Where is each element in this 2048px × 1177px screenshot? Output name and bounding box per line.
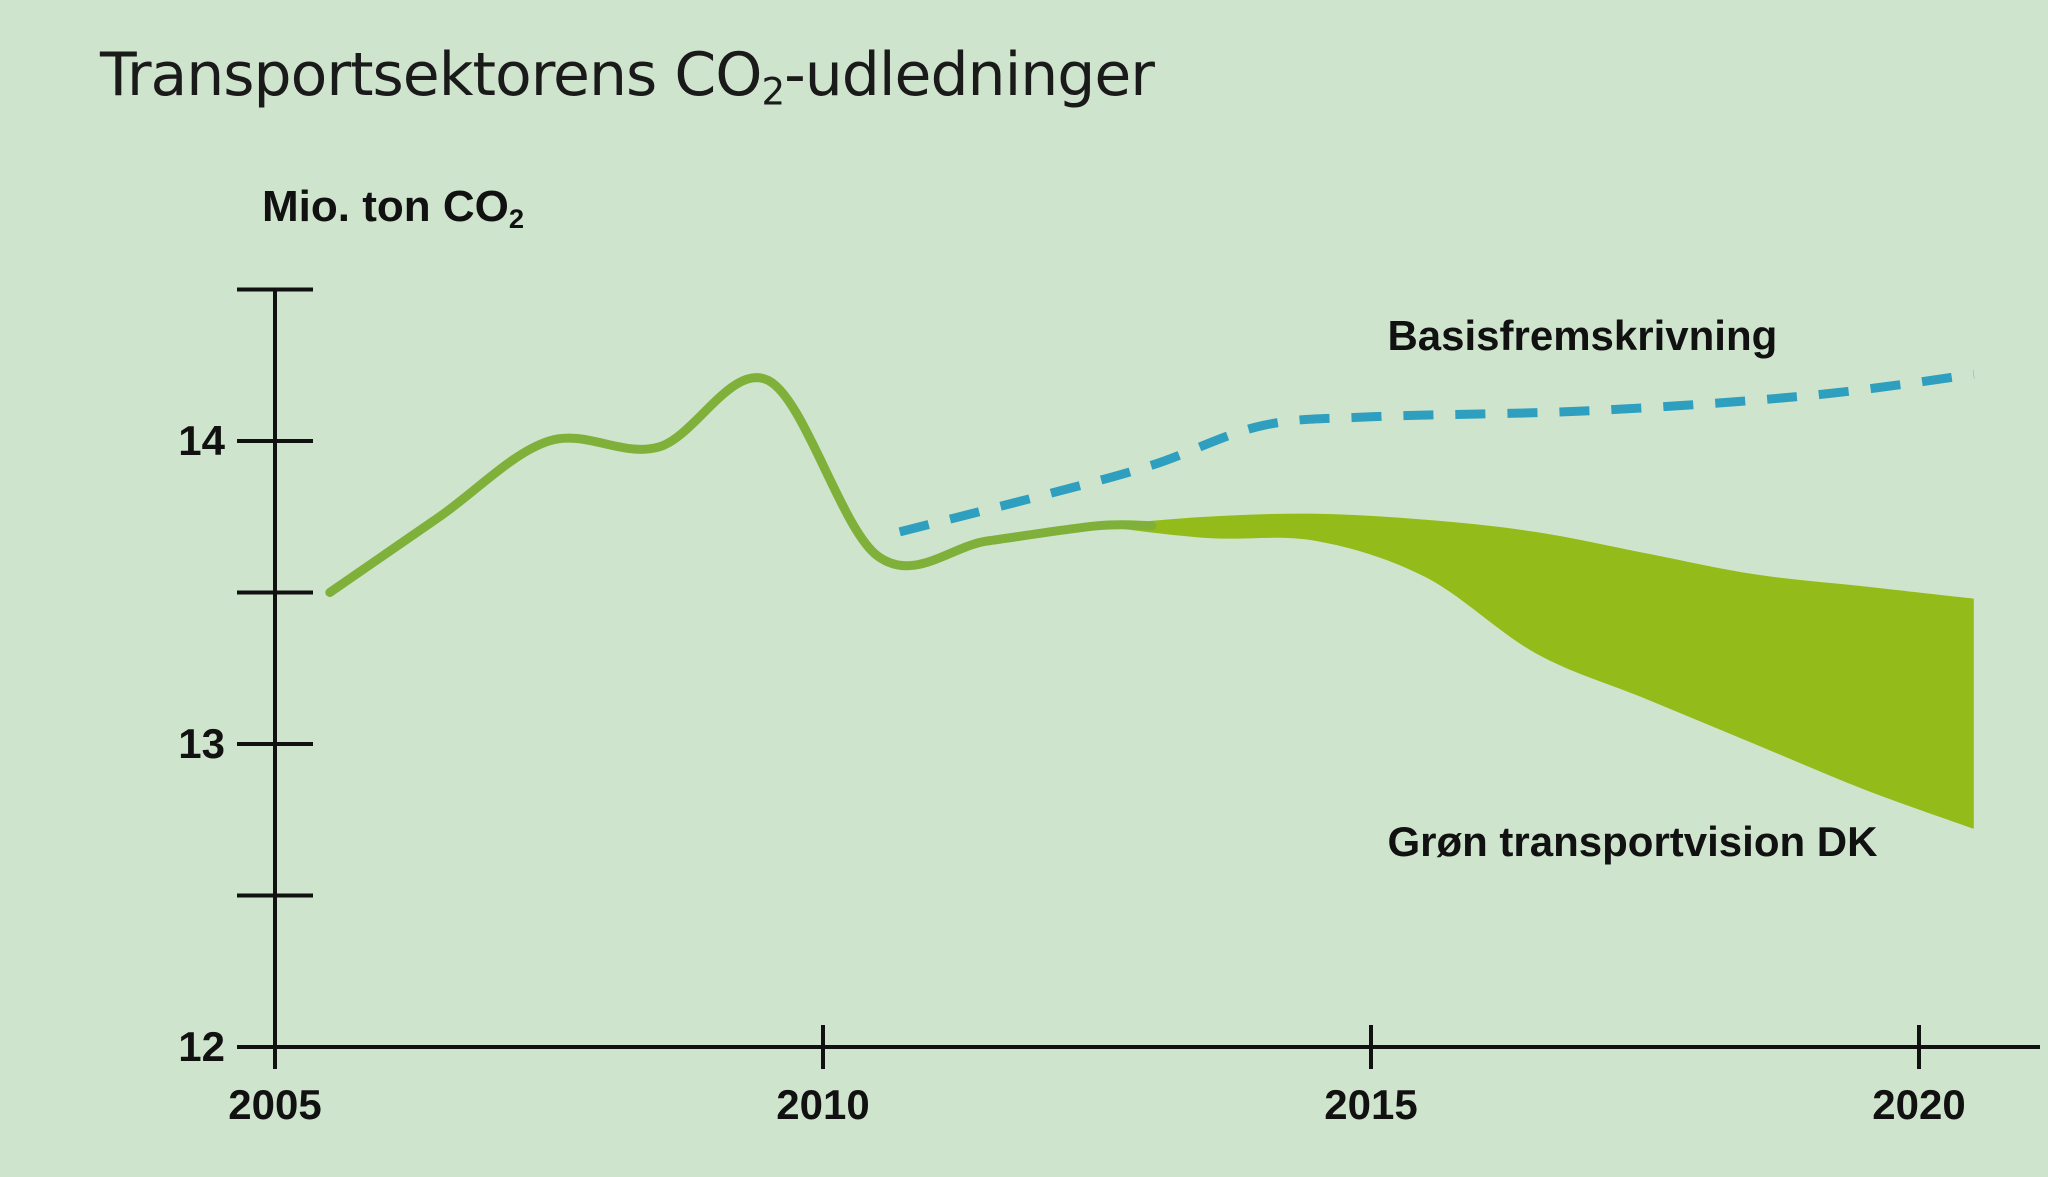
x-tick-label: 2020	[1872, 1081, 1965, 1128]
annotation-basis: Basisfremskrivning	[1387, 312, 1777, 359]
y-tick-label: 12	[178, 1023, 225, 1070]
x-tick-label: 2005	[228, 1081, 321, 1128]
y-axis-unit-label: Mio. ton CO2	[262, 182, 525, 234]
x-tick-label: 2010	[776, 1081, 869, 1128]
annotation-groen: Grøn transportvision DK	[1387, 818, 1877, 865]
range-band-groen-transportvision	[1097, 513, 1974, 829]
y-tick-label: 13	[178, 720, 225, 767]
chart-title: Transportsektorens CO2-udledninger	[100, 40, 1155, 114]
series-line-historisk	[325, 373, 1157, 597]
y-tick-label: 14	[178, 417, 225, 464]
series-line-basisfremskrivning	[898, 369, 1975, 537]
x-tick-label: 2015	[1324, 1081, 1417, 1128]
